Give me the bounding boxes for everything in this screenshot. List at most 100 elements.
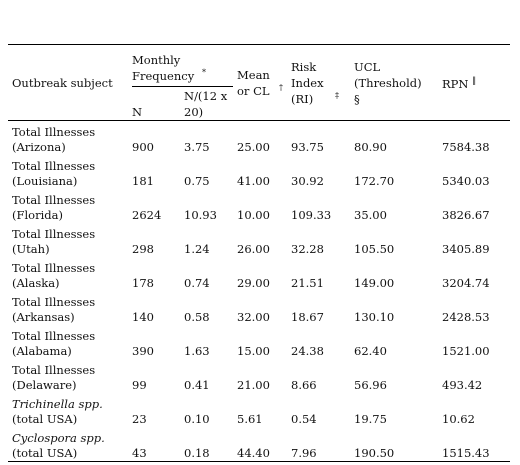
frequency-label: Monthly Frequency [132, 52, 195, 83]
table-row: Total Illnesses (Arkansas) 140 0.58 32.00 18.… [8, 291, 510, 325]
value-cell: 172.70 [354, 174, 395, 188]
value-cell: 109.33 [291, 208, 332, 222]
table-row: Total Illnesses (Utah) 298 1.24 26.00 32.28 10… [8, 223, 510, 257]
table-body: Total Illnesses (Arizona) 900 3.75 25.00 93.7… [8, 121, 510, 462]
value-cell: 0.10 [184, 412, 210, 426]
subject-cell: Total Illnesses (Utah) [8, 223, 128, 257]
value-cell: 5340.03 [442, 174, 490, 188]
subject: Trichinella spp. [12, 397, 103, 411]
value-cell: 7584.38 [442, 140, 490, 154]
value-cell: 5.61 [237, 412, 263, 426]
value-cell: 21.51 [291, 276, 324, 290]
subject: Total Illnesses [12, 125, 96, 139]
mean-label: Mean or CL [237, 67, 270, 98]
value-cell: 130.10 [354, 310, 395, 324]
risk-label: Risk Index (RI) [291, 59, 324, 106]
subject-detail: (total USA) [12, 412, 78, 426]
value-cell: 32.00 [237, 310, 270, 324]
value-cell: 298 [132, 242, 154, 256]
table-row: Total Illnesses (Alabama) 390 1.63 15.00 24.3… [8, 325, 510, 359]
value-cell: 30.92 [291, 174, 324, 188]
rule [132, 84, 233, 87]
subject: Total Illnesses [12, 261, 96, 275]
subject-cell: Total Illnesses (Louisiana) [8, 155, 128, 189]
value-cell: 26.00 [237, 242, 270, 256]
subject-detail: (Utah) [12, 242, 50, 256]
header-mean: Mean or CL † [233, 44, 287, 121]
subject-cell: Total Illnesses (Arizona) [8, 121, 128, 156]
header-risk: Risk Index (RI) ‡ [287, 44, 350, 121]
subject: Total Illnesses [12, 329, 96, 343]
value-cell: 0.54 [291, 412, 317, 426]
subject-detail: (Alaska) [12, 276, 60, 290]
subject-cell: Trichinella spp. (total USA) [8, 393, 128, 427]
value-cell: 140 [132, 310, 154, 324]
value-cell: 93.75 [291, 140, 324, 154]
subject-cell: Total Illnesses (Alabama) [8, 325, 128, 359]
value-cell: 190.50 [350, 427, 438, 462]
subject: Total Illnesses [12, 193, 96, 207]
subject-detail: (Alabama) [12, 344, 72, 358]
subject-detail: (Arkansas) [12, 310, 75, 324]
value-cell: 105.50 [354, 242, 395, 256]
value-cell: 7.96 [287, 427, 350, 462]
value-cell: 10.00 [237, 208, 270, 222]
header-ucl: UCL (Threshold) § [350, 44, 438, 121]
footnote-mark: * [202, 67, 206, 77]
value-cell: 24.38 [291, 344, 324, 358]
value-cell: 10.93 [184, 208, 217, 222]
ucl-label: UCL (Threshold) [354, 59, 422, 90]
value-cell: 3.75 [184, 140, 210, 154]
value-cell: 0.75 [184, 174, 210, 188]
value-cell: 3826.67 [442, 208, 490, 222]
value-cell: 1.63 [184, 344, 210, 358]
subject-cell: Total Illnesses (Arkansas) [8, 291, 128, 325]
subject: Total Illnesses [12, 227, 96, 241]
subject-detail: (Delaware) [12, 378, 77, 392]
value-cell: 0.41 [184, 378, 210, 392]
value-cell: 56.96 [354, 378, 387, 392]
subject: Cyclospora spp. [12, 431, 105, 445]
subject-cell: Total Illnesses (Alaska) [8, 257, 128, 291]
value-cell: 35.00 [354, 208, 387, 222]
value-cell: 32.28 [291, 242, 324, 256]
header-frequency: Monthly Frequency * [128, 44, 233, 87]
rpn-label: RPN [442, 76, 469, 91]
value-cell: 25.00 [237, 140, 270, 154]
value-cell: 390 [132, 344, 154, 358]
value-cell: 0.58 [184, 310, 210, 324]
value-cell: 493.42 [442, 378, 483, 392]
value-cell: 43 [128, 427, 180, 462]
header-rpn: RPN ‖ [438, 44, 510, 121]
table-header: Outbreak subject Monthly Frequency * Mean… [8, 44, 510, 121]
value-cell: 0.74 [184, 276, 210, 290]
value-cell: 80.90 [354, 140, 387, 154]
subject-cell: Total Illnesses (Delaware) [8, 359, 128, 393]
footnote-mark: § [354, 91, 360, 106]
subject-detail: (total USA) [12, 446, 78, 460]
value-cell: 23 [132, 412, 147, 426]
value-cell: 1.24 [184, 242, 210, 256]
subject: Total Illnesses [12, 295, 96, 309]
value-cell: 19.75 [354, 412, 387, 426]
table-row: Total Illnesses (Alaska) 178 0.74 29.00 21.51… [8, 257, 510, 291]
subject: Total Illnesses [12, 363, 96, 377]
table-row: Total Illnesses (Delaware) 99 0.41 21.00 8.66… [8, 359, 510, 393]
value-cell: 900 [132, 140, 154, 154]
footnote-mark: ‡ [335, 90, 339, 100]
table-row: Cyclospora spp. (total USA) 43 0.18 44.40 7.9… [8, 427, 510, 462]
header-subject: Outbreak subject [8, 44, 128, 121]
value-cell: 2428.53 [442, 310, 490, 324]
value-cell: 0.18 [180, 427, 233, 462]
table-row: Total Illnesses (Florida) 2624 10.93 10.00 10… [8, 189, 510, 223]
value-cell: 18.67 [291, 310, 324, 324]
subject-cell: Total Illnesses (Florida) [8, 189, 128, 223]
subject-cell: Cyclospora spp. (total USA) [8, 427, 128, 462]
value-cell: 8.66 [291, 378, 317, 392]
value-cell: 3405.89 [442, 242, 490, 256]
value-cell: 1515.43 [438, 427, 510, 462]
subject-detail: (Florida) [12, 208, 63, 222]
value-cell: 181 [132, 174, 154, 188]
value-cell: 99 [132, 378, 147, 392]
